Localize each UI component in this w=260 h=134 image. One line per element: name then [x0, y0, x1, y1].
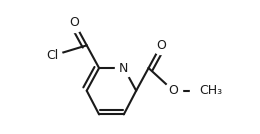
Text: O: O — [156, 39, 166, 52]
Text: CH₃: CH₃ — [199, 84, 222, 97]
Text: Cl: Cl — [47, 49, 59, 62]
Text: O: O — [168, 84, 178, 97]
Text: O: O — [69, 16, 79, 29]
Text: N: N — [119, 62, 128, 75]
